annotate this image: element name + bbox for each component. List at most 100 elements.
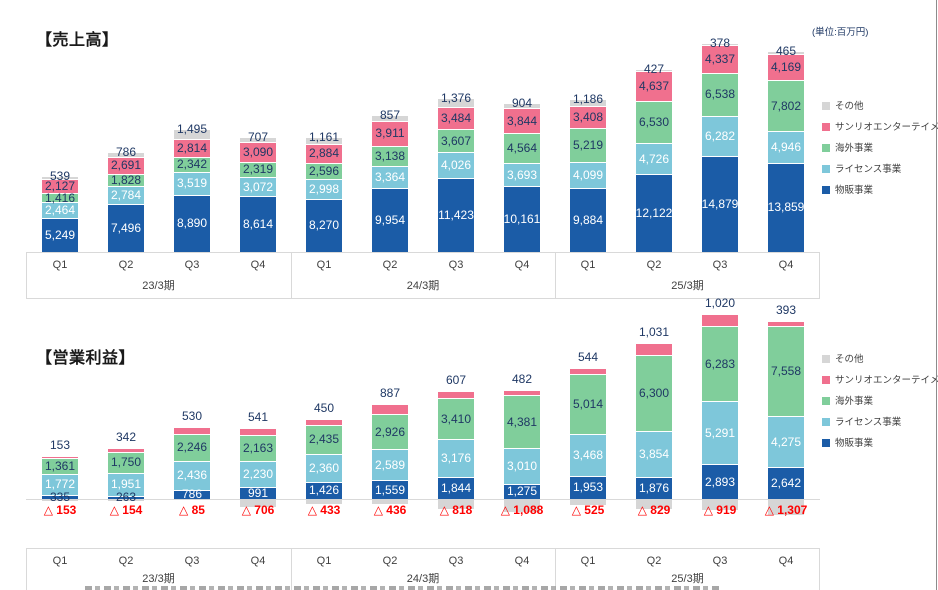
- license-segment: [636, 143, 672, 174]
- legend-item-license: ライセンス事業: [822, 416, 938, 429]
- overseas-value-label: 5,014: [572, 397, 604, 412]
- axis-quarter-label: Q4: [514, 555, 530, 567]
- negative-value-label: △ 1,088: [500, 503, 544, 517]
- retail-value-label: 263: [115, 490, 137, 505]
- license-segment: [108, 185, 144, 204]
- retail-value-label: 1,876: [638, 480, 670, 495]
- legend-label: 物販事業: [835, 185, 874, 196]
- entertainment-value-label: 450: [313, 401, 335, 416]
- license-segment: [702, 115, 738, 157]
- other-value-label: 1,495: [176, 122, 208, 137]
- entertainment-value-label: 541: [247, 410, 269, 425]
- overseas-swatch-icon: [822, 144, 830, 152]
- other-negative-segment: [570, 499, 606, 506]
- axis-quarter-label: Q2: [382, 555, 398, 567]
- retail-segment: [768, 162, 804, 252]
- axis-quarter-label: Q2: [118, 555, 134, 567]
- other-negative-segment: [174, 499, 210, 500]
- axis-quarter-label: Q2: [646, 259, 662, 271]
- overseas-segment: [42, 457, 78, 474]
- license-segment: [306, 453, 342, 482]
- axis-quarter-label: Q3: [448, 555, 464, 567]
- retail-segment: [438, 476, 474, 499]
- overseas-value-label: 4,564: [506, 140, 538, 155]
- license-segment: [240, 176, 276, 197]
- license-segment: [768, 130, 804, 163]
- overseas-segment: [108, 451, 144, 473]
- retail-value-label: 9,884: [572, 213, 604, 228]
- retail-value-label: 12,122: [635, 205, 673, 220]
- license-value-label: 3,519: [176, 176, 208, 191]
- other-segment: [174, 129, 210, 139]
- retail-segment: [240, 196, 276, 252]
- retail-segment: [570, 188, 606, 252]
- entertainment-value-label: 393: [775, 303, 797, 318]
- license-swatch-icon: [822, 165, 830, 173]
- license-value-label: 3,693: [506, 167, 538, 182]
- retail-value-label: 13,859: [767, 200, 805, 215]
- axis-quarter-label: Q3: [448, 259, 464, 271]
- legend-label: ライセンス事業: [835, 164, 902, 175]
- legend-label: ライセンス事業: [835, 417, 902, 428]
- overseas-value-label: 2,319: [242, 162, 274, 177]
- legend-item-license: ライセンス事業: [822, 163, 938, 176]
- retail-segment: [768, 467, 804, 499]
- license-segment: [108, 472, 144, 496]
- retail-segment: [570, 475, 606, 499]
- entertainment-segment: [306, 419, 342, 425]
- negative-value-label: △ 154: [109, 503, 143, 517]
- overseas-value-label: 3,138: [374, 149, 406, 163]
- axis-group-separator: [291, 548, 292, 590]
- overseas-segment: [702, 326, 738, 402]
- other-segment: [306, 136, 342, 144]
- legend-item-other: その他: [822, 100, 938, 113]
- other-negative-segment: [438, 499, 474, 509]
- axis-quarter-label: Q1: [316, 555, 332, 567]
- negative-value-label: △ 153: [43, 503, 77, 517]
- overseas-value-label: 3,410: [440, 411, 472, 426]
- axis-group-separator: [555, 252, 556, 299]
- other-segment: [240, 137, 276, 142]
- overseas-segment: [306, 424, 342, 454]
- retail-value-label: 14,879: [701, 197, 739, 212]
- retail-value-label: 5,249: [44, 228, 76, 243]
- other-value-label: 1,161: [308, 129, 340, 144]
- entertainment-value-label: 887: [379, 385, 401, 400]
- retail-value-label: 786: [181, 487, 203, 502]
- revenue-axis-box: [26, 252, 820, 299]
- other-value-label: 904: [511, 95, 533, 110]
- retail-segment: [636, 173, 672, 252]
- legend-label: その他: [835, 354, 864, 365]
- other-negative-segment: [504, 499, 540, 512]
- axis-quarter-label: Q2: [646, 555, 662, 567]
- retail-segment: [504, 483, 540, 499]
- retail-value-label: 991: [247, 486, 269, 501]
- license-segment: [768, 416, 804, 468]
- retail-segment: [636, 476, 672, 499]
- license-segment: [42, 473, 78, 495]
- retail-value-label: 2,893: [704, 474, 736, 489]
- overseas-value-label: 2,246: [176, 440, 208, 455]
- other-segment: [438, 97, 474, 107]
- overseas-value-label: 3,607: [440, 133, 472, 148]
- license-value-label: 4,726: [638, 151, 670, 166]
- axis-year-label: 24/3期: [406, 280, 440, 292]
- license-value-label: 6,282: [704, 128, 736, 143]
- window-right-edge: [936, 0, 937, 590]
- retail-value-label: 8,270: [308, 218, 340, 233]
- profit-chart-title: 【営業利益】: [36, 350, 136, 367]
- other-negative-segment: [372, 499, 408, 505]
- overseas-value-label: 7,802: [770, 98, 802, 113]
- entertainment-value-label: 3,844: [506, 113, 538, 128]
- license-segment: [240, 460, 276, 488]
- axis-quarter-label: Q1: [52, 555, 68, 567]
- unit-note: (単位:百万円): [812, 27, 869, 38]
- legend-item-overseas: 海外事業: [822, 395, 938, 408]
- retail-value-label: 7,496: [110, 220, 142, 235]
- license-value-label: 2,464: [44, 203, 76, 218]
- retail-segment: [372, 480, 408, 499]
- retail-segment: [504, 186, 540, 252]
- legend-item-overseas: 海外事業: [822, 142, 938, 155]
- overseas-segment: [504, 133, 540, 163]
- other-segment: [42, 175, 78, 180]
